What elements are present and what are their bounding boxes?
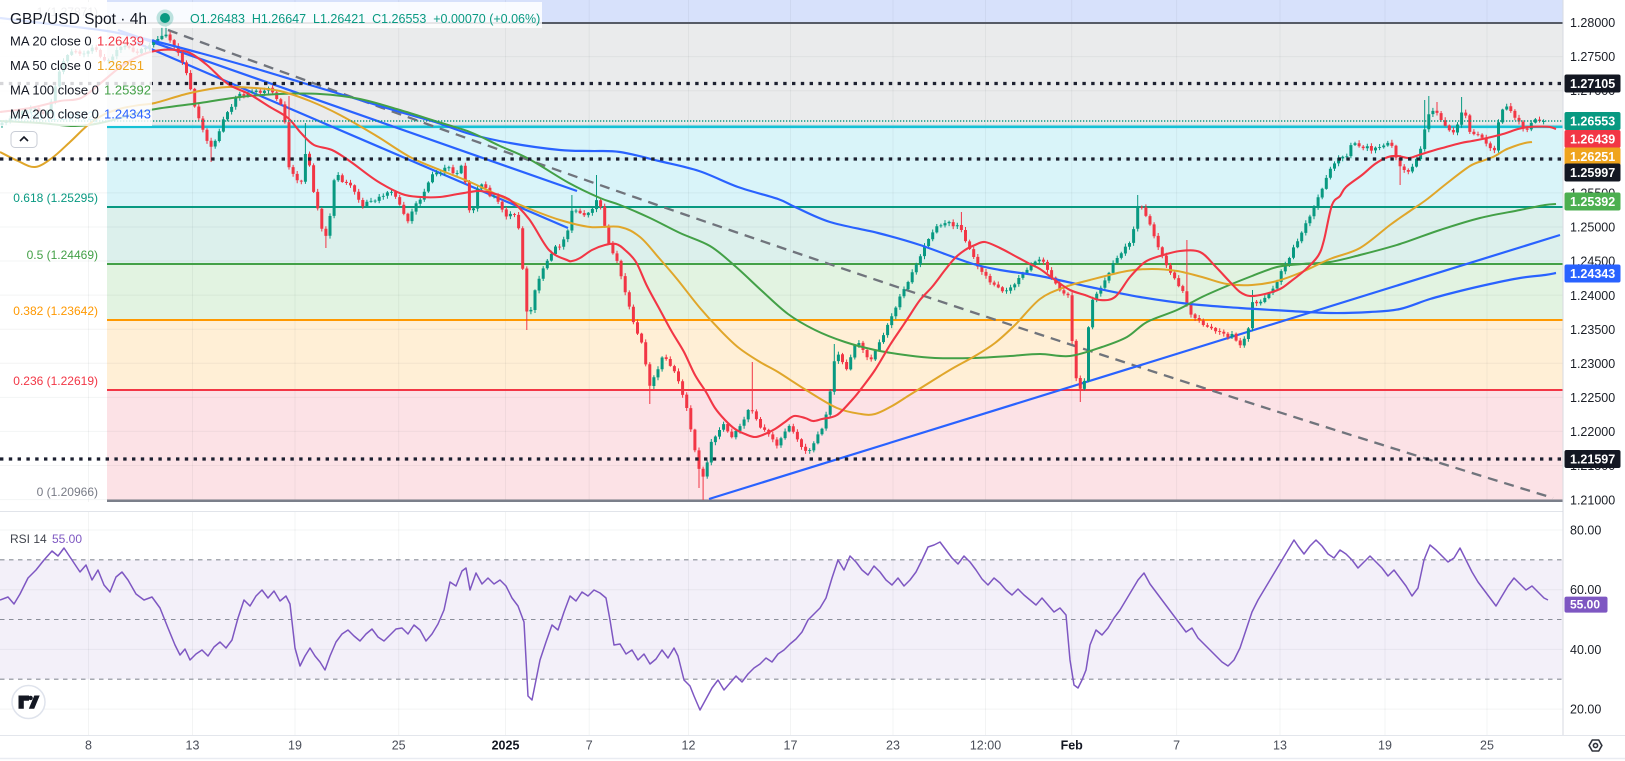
svg-text:55.00: 55.00	[1570, 598, 1600, 612]
svg-text:8: 8	[85, 739, 92, 753]
svg-text:1.21000: 1.21000	[1570, 493, 1615, 507]
svg-text:12:00: 12:00	[970, 739, 1001, 753]
svg-text:GBP/USD Spot · 4h: GBP/USD Spot · 4h	[10, 11, 147, 28]
svg-text:MA 20 close 0: MA 20 close 0	[10, 34, 92, 49]
svg-text:1.23000: 1.23000	[1570, 357, 1615, 371]
svg-text:1.23500: 1.23500	[1570, 323, 1615, 337]
svg-text:1.25392: 1.25392	[104, 83, 151, 98]
svg-text:1.26553: 1.26553	[1570, 115, 1615, 129]
svg-text:0.382 (1.23642): 0.382 (1.23642)	[13, 304, 98, 318]
svg-text:MA 200 close 0: MA 200 close 0	[10, 107, 99, 122]
svg-text:19: 19	[1378, 739, 1392, 753]
svg-text:1.22000: 1.22000	[1570, 425, 1615, 439]
svg-text:25: 25	[1480, 739, 1494, 753]
svg-text:1.24343: 1.24343	[1570, 267, 1615, 281]
svg-text:Feb: Feb	[1061, 739, 1084, 753]
svg-text:7: 7	[1173, 739, 1180, 753]
svg-text:1.28000: 1.28000	[1570, 16, 1615, 30]
svg-text:13: 13	[186, 739, 200, 753]
svg-text:1.25000: 1.25000	[1570, 221, 1615, 235]
svg-text:7: 7	[586, 739, 593, 753]
svg-text:1.27500: 1.27500	[1570, 50, 1615, 64]
svg-text:1.21597: 1.21597	[1570, 453, 1615, 467]
svg-text:MA 50 close 0: MA 50 close 0	[10, 58, 92, 73]
svg-text:2025: 2025	[492, 739, 520, 753]
svg-text:0.618 (1.25295): 0.618 (1.25295)	[13, 191, 98, 205]
svg-text:1.22500: 1.22500	[1570, 391, 1615, 405]
svg-text:1.24000: 1.24000	[1570, 289, 1615, 303]
svg-text:1.27105: 1.27105	[1570, 77, 1615, 91]
svg-text:1.26439: 1.26439	[1570, 133, 1615, 147]
svg-text:13: 13	[1273, 739, 1287, 753]
svg-text:O1.26483 H1.26647 L1.26421: O1.26483 H1.26647 L1.26421 C1.26553 +0.0…	[190, 12, 540, 26]
svg-text:25: 25	[392, 739, 406, 753]
svg-text:1.25392: 1.25392	[1570, 195, 1615, 209]
svg-text:80.00: 80.00	[1570, 524, 1601, 538]
svg-text:40.00: 40.00	[1570, 643, 1601, 657]
svg-text:19: 19	[288, 739, 302, 753]
svg-text:1.26439: 1.26439	[97, 34, 144, 49]
svg-text:17: 17	[784, 739, 798, 753]
svg-text:55.00: 55.00	[52, 532, 82, 546]
svg-text:1.26251: 1.26251	[97, 58, 144, 73]
svg-text:MA 100 close 0: MA 100 close 0	[10, 83, 99, 98]
svg-text:1.24343: 1.24343	[104, 107, 151, 122]
svg-text:0 (1.20966): 0 (1.20966)	[37, 485, 98, 499]
svg-text:60.00: 60.00	[1570, 583, 1601, 597]
svg-text:1.26251: 1.26251	[1570, 150, 1615, 164]
svg-text:20.00: 20.00	[1570, 703, 1601, 717]
svg-text:1.25997: 1.25997	[1570, 166, 1615, 180]
svg-text:12: 12	[682, 739, 696, 753]
svg-text:RSI 14: RSI 14	[10, 532, 47, 546]
svg-text:0.236 (1.22619): 0.236 (1.22619)	[13, 374, 98, 388]
svg-text:23: 23	[886, 739, 900, 753]
svg-text:0.5 (1.24469): 0.5 (1.24469)	[27, 248, 98, 262]
